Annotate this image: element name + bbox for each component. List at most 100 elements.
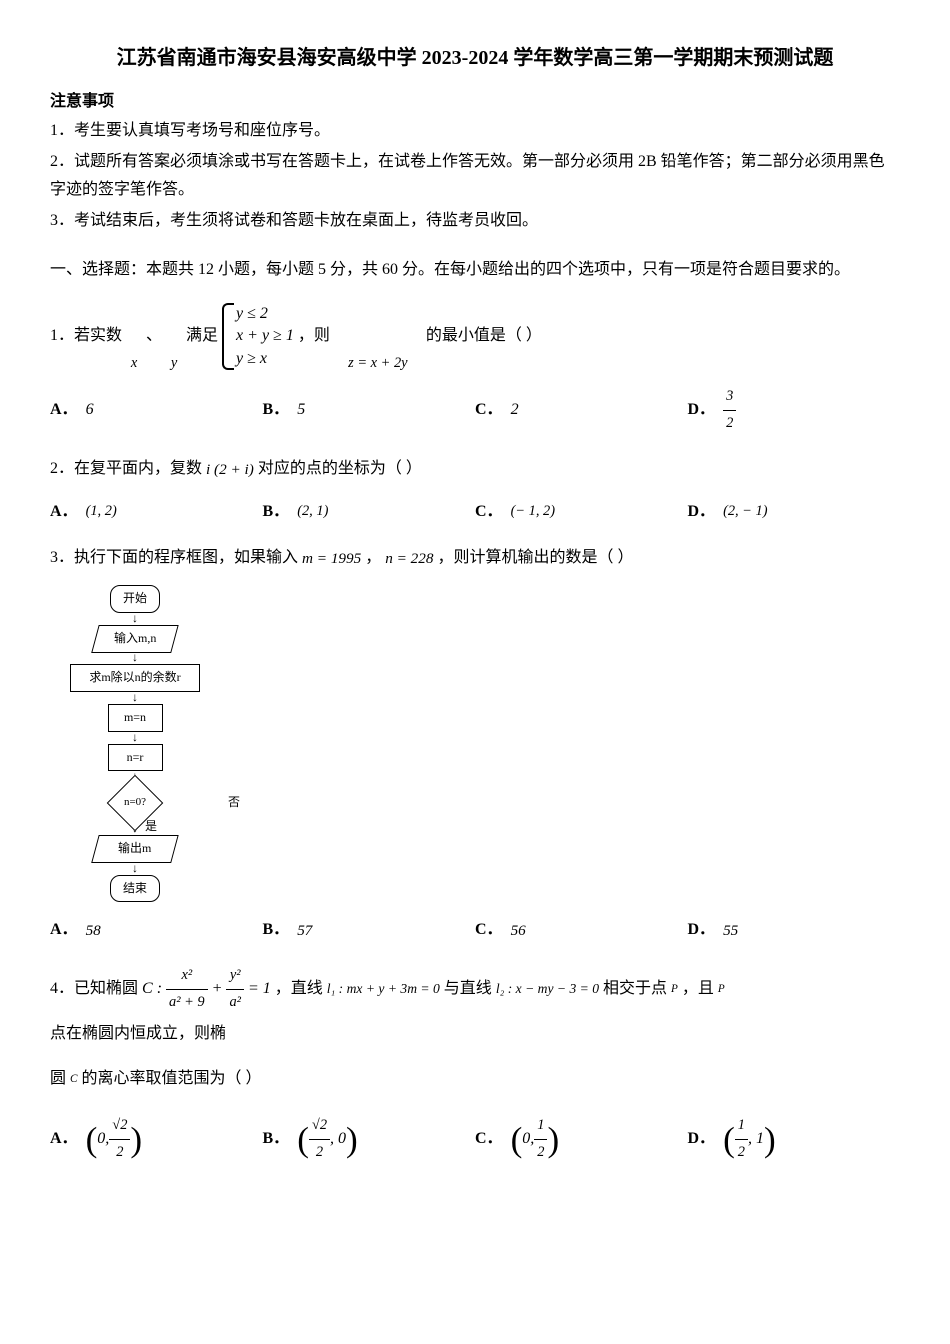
option-label: B．: [263, 396, 290, 425]
fc-step2: m=n: [108, 704, 163, 732]
frac-den: a²: [226, 990, 244, 1016]
fc-step1: 求m除以n的余数r: [70, 664, 200, 692]
fc-arrow: ↓: [50, 732, 220, 744]
option-label: B．: [263, 916, 290, 945]
option-value: 6: [86, 396, 94, 425]
option-label: B．: [263, 1125, 290, 1154]
option-a: A． ( 0, √2 2 ): [50, 1108, 263, 1171]
fc-arrow: ↓: [50, 652, 220, 664]
option-c: C． ( 0, 1 2 ): [475, 1108, 688, 1171]
option-label: A．: [50, 396, 78, 425]
q1-mid1: 满足: [186, 322, 218, 351]
option-d: D． 55: [688, 916, 901, 945]
option-value: (1, 2): [86, 499, 117, 525]
option-value: 58: [86, 917, 101, 944]
frac-num: √2: [109, 1113, 130, 1140]
q4-P1: P: [671, 979, 678, 999]
system-row: y ≤ 2: [236, 303, 294, 325]
notice-item: 2．试题所有答案必须填涂或书写在答题卡上，在试卷上作答无效。第一部分必须用 2B…: [50, 148, 900, 206]
fc-step3: n=r: [108, 744, 163, 772]
q4-mid2: 与直线: [444, 975, 492, 1004]
fc-input: 输入m,n: [91, 625, 178, 653]
fc-decision: n=0? 否 是: [50, 783, 220, 823]
frac-num: x²: [166, 963, 208, 990]
notice-item: 1．考生要认真填写考场号和座位序号。: [50, 117, 900, 146]
q1-mid2: ，则: [298, 322, 330, 351]
frac-den: 2: [723, 411, 736, 437]
section-header: 一、选择题：本题共 12 小题，每小题 5 分，共 60 分。在每小题给出的四个…: [50, 256, 900, 285]
q4-C2: C: [70, 1069, 77, 1089]
question-2: 2．在复平面内，复数 i (2 + i) 对应的点的坐标为（ ） A． (1, …: [50, 455, 900, 527]
question-4: 4．已知椭圆 C : x² a² + 9 + y² a² = 1 ，直线 l₁ …: [50, 963, 900, 1171]
frac: 1 2: [534, 1113, 547, 1166]
fc-no-label: 否: [228, 792, 240, 814]
frac-num: √2: [309, 1113, 330, 1140]
frac-den: 2: [534, 1140, 547, 1166]
option-value: 56: [511, 917, 526, 944]
notice-header: 注意事项: [50, 88, 900, 117]
option-value: (− 1, 2): [511, 499, 555, 525]
q4-P2: P: [718, 979, 725, 999]
option-value: 55: [723, 917, 738, 944]
q1-prefix: 1．若实数: [50, 322, 122, 351]
frac: √2 2: [309, 1113, 330, 1166]
frac-num: y²: [226, 963, 244, 990]
fc-arrow: ↓: [50, 613, 220, 625]
q4-mid5: 点在椭圆内恒成立，则椭: [50, 1020, 226, 1049]
option-value: 3 2: [723, 384, 736, 437]
option-c: C． 56: [475, 916, 688, 945]
q2-expr: i (2 + i): [206, 456, 254, 483]
q1-z-expr: z = x + 2y: [348, 351, 407, 377]
option-c: C． 2: [475, 384, 688, 437]
q3-m: m = 1995: [302, 545, 361, 572]
q4-frac1: x² a² + 9: [166, 963, 208, 1016]
option-a: A． 6: [50, 384, 263, 437]
fc-arrow: ↓: [50, 692, 220, 704]
frac-den: a² + 9: [166, 990, 208, 1016]
q4-C: C :: [142, 975, 162, 1004]
q4-l1: l₁ : mx + y + 3m = 0: [327, 977, 440, 1001]
option-part: , 0: [330, 1125, 346, 1154]
flowchart: 开始 ↓ 输入m,n ↓ 求m除以n的余数r ↓ m=n ↓ n=r ↓ n=0…: [50, 585, 220, 902]
frac-num: 1: [534, 1113, 547, 1140]
fc-cond-text: n=0?: [124, 793, 146, 813]
option-value: 57: [297, 917, 312, 944]
frac-num: 1: [735, 1113, 748, 1140]
q2-prefix: 2．在复平面内，复数: [50, 455, 202, 484]
option-value: 5: [297, 396, 305, 425]
paren-icon: ): [764, 1108, 776, 1171]
option-label: B．: [263, 498, 290, 527]
option-value: (2, 1): [297, 499, 328, 525]
q4-mid1: ，直线: [275, 975, 323, 1004]
q1-text: 、: [146, 322, 162, 351]
fc-text: 输入m,n: [114, 628, 156, 650]
option-label: D．: [688, 1125, 716, 1154]
fc-arrow: ↓: [50, 863, 220, 875]
paren-icon: ): [130, 1108, 142, 1171]
q4-mid4: ，且: [682, 975, 714, 1004]
option-c: C． (− 1, 2): [475, 498, 688, 527]
paren-icon: (: [511, 1108, 523, 1171]
paren-icon: ): [547, 1108, 559, 1171]
q4-eq1: = 1: [248, 975, 271, 1004]
frac-num: 3: [723, 384, 736, 411]
q4-options: A． ( 0, √2 2 ) B． ( √2 2 , 0 ) C． ( 0, 1: [50, 1108, 900, 1171]
option-label: D．: [688, 498, 716, 527]
option-part: 0,: [97, 1125, 109, 1154]
fc-text: 输出m: [118, 838, 151, 860]
fc-yes-label: 是: [145, 816, 157, 838]
paren-icon: (: [297, 1108, 309, 1171]
exam-title: 江苏省南通市海安县海安高级中学 2023-2024 学年数学高三第一学期期末预测…: [50, 40, 900, 76]
frac-den: 2: [309, 1140, 330, 1166]
option-label: C．: [475, 916, 503, 945]
q4-prefix: 4．已知椭圆: [50, 975, 138, 1004]
option-label: A．: [50, 498, 78, 527]
option-label: C．: [475, 1125, 503, 1154]
q4-line2-prefix: 圆: [50, 1065, 66, 1094]
option-label: D．: [688, 396, 716, 425]
system-row: x + y ≥ 1: [236, 325, 294, 347]
system-row: y ≥ x: [236, 348, 294, 370]
option-d: D． 3 2: [688, 384, 901, 437]
option-value: 2: [511, 396, 519, 425]
question-1: 1．若实数 xx x 、 xx y 满足 y ≤ 2 x + y ≥ 1 y ≥…: [50, 303, 900, 437]
